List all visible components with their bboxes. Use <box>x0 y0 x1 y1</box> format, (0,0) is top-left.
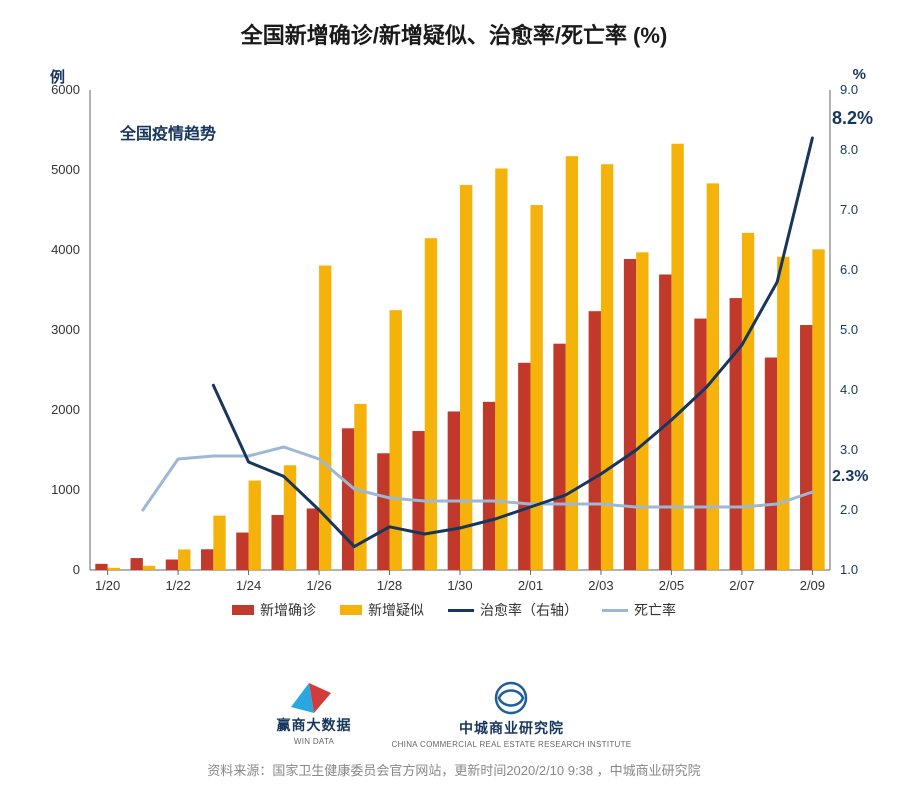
svg-text:6000: 6000 <box>51 82 80 97</box>
svg-text:1/30: 1/30 <box>447 578 472 593</box>
svg-text:4000: 4000 <box>51 242 80 257</box>
svg-text:2/09: 2/09 <box>800 578 825 593</box>
institute-logo: 中城商业研究院 CHINA COMMERCIAL REAL ESTATE RES… <box>392 680 632 749</box>
cure-rate-end-label: 8.2% <box>832 108 873 129</box>
institute-icon <box>493 680 529 716</box>
legend-item-suspected: 新增疑似 <box>340 600 424 620</box>
legend-item-confirmed: 新增确诊 <box>232 600 316 620</box>
legend-item-cure_rate: 治愈率（右轴） <box>448 600 578 620</box>
svg-text:1/24: 1/24 <box>236 578 261 593</box>
windata-logo-text: 赢商大数据 <box>277 715 352 735</box>
svg-text:1/26: 1/26 <box>306 578 331 593</box>
legend-label: 治愈率（右轴） <box>480 600 578 620</box>
svg-text:6.0: 6.0 <box>840 262 858 277</box>
legend-swatch <box>448 609 474 612</box>
svg-text:1.0: 1.0 <box>840 562 858 577</box>
institute-logo-text: 中城商业研究院 <box>459 718 564 738</box>
death-rate-end-label: 2.3% <box>832 468 868 486</box>
legend-item-death_rate: 死亡率 <box>602 600 676 620</box>
logo-row: 赢商大数据 WIN DATA 中城商业研究院 CHINA COMMERCIAL … <box>0 680 908 749</box>
chart-area: 例 % 全国疫情趋势 01000200030004000500060001.02… <box>30 60 878 640</box>
legend-swatch <box>602 609 628 612</box>
svg-text:7.0: 7.0 <box>840 202 858 217</box>
institute-logo-subtext: CHINA COMMERCIAL REAL ESTATE RESEARCH IN… <box>392 740 632 749</box>
source-caption: 资料来源：国家卫生健康委员会官方网站，更新时间2020/2/10 9:38 ，中… <box>0 760 908 779</box>
legend: 新增确诊 新增疑似 治愈率（右轴） 死亡率 <box>30 600 878 620</box>
chart-title: 全国新增确诊/新增疑似、治愈率/死亡率 (%) <box>0 0 908 50</box>
svg-text:2000: 2000 <box>51 402 80 417</box>
legend-label: 新增确诊 <box>260 600 316 620</box>
windata-logo: 赢商大数据 WIN DATA <box>277 683 352 746</box>
legend-label: 新增疑似 <box>368 600 424 620</box>
svg-text:2/01: 2/01 <box>518 578 543 593</box>
windata-logo-subtext: WIN DATA <box>294 737 334 746</box>
plot-region: 01000200030004000500060001.02.03.04.05.0… <box>90 90 830 570</box>
svg-text:0: 0 <box>73 562 80 577</box>
svg-text:8.0: 8.0 <box>840 142 858 157</box>
svg-text:9.0: 9.0 <box>840 82 858 97</box>
svg-text:5000: 5000 <box>51 162 80 177</box>
svg-text:1000: 1000 <box>51 482 80 497</box>
svg-text:1/20: 1/20 <box>95 578 120 593</box>
legend-label: 死亡率 <box>634 600 676 620</box>
svg-text:1/22: 1/22 <box>165 578 190 593</box>
svg-text:2/03: 2/03 <box>588 578 613 593</box>
right-axis-unit: % <box>853 66 866 83</box>
svg-text:2/07: 2/07 <box>729 578 754 593</box>
svg-text:4.0: 4.0 <box>840 382 858 397</box>
svg-text:2.0: 2.0 <box>840 502 858 517</box>
svg-text:1/28: 1/28 <box>377 578 402 593</box>
svg-text:3000: 3000 <box>51 322 80 337</box>
legend-swatch <box>232 605 254 615</box>
svg-text:3.0: 3.0 <box>840 442 858 457</box>
windata-icon <box>291 683 337 713</box>
legend-swatch <box>340 605 362 615</box>
svg-text:5.0: 5.0 <box>840 322 858 337</box>
svg-text:2/05: 2/05 <box>659 578 684 593</box>
